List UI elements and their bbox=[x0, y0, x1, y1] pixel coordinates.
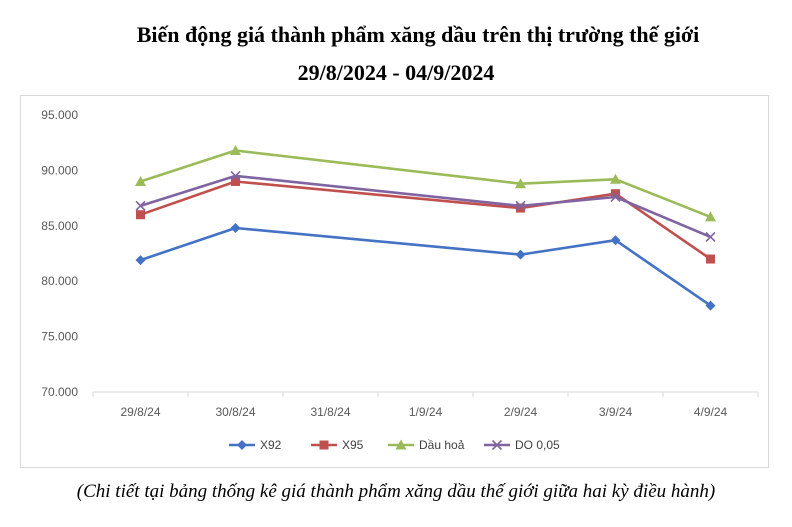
data-point-series-4 bbox=[705, 231, 716, 242]
legend-marker-2 bbox=[319, 440, 329, 450]
data-point-series-1 bbox=[610, 235, 621, 246]
legend-label: DO 0,05 bbox=[515, 438, 560, 452]
chart-subtitle-date-range: 29/8/2024 - 04/9/2024 bbox=[297, 60, 495, 85]
legend-label: X95 bbox=[342, 438, 364, 452]
data-point-series-3 bbox=[610, 173, 621, 184]
legend-marker-1 bbox=[237, 440, 247, 450]
data-point-series-1 bbox=[230, 223, 241, 234]
data-point-series-3 bbox=[515, 178, 526, 189]
x-tick-label: 2/9/24 bbox=[504, 405, 538, 419]
legend-marker-4 bbox=[491, 439, 503, 451]
legend-label: X92 bbox=[260, 438, 282, 452]
line-chart: 70.000 75.000 80.000 85.000 90.000 95.000 29/8… bbox=[41, 108, 759, 452]
chart-title: Biến động giá thành phẩm xăng dầu trên t… bbox=[136, 22, 700, 47]
data-point-series-4 bbox=[135, 200, 146, 211]
data-point-series-4 bbox=[230, 170, 241, 182]
data-point-series-4 bbox=[515, 200, 526, 211]
data-point-series-1 bbox=[135, 255, 146, 266]
data-point-series-2 bbox=[231, 176, 240, 186]
series-line-1 bbox=[140, 226, 712, 307]
data-point-series-2 bbox=[516, 203, 525, 213]
y-tick-label: 90.000 bbox=[41, 163, 78, 177]
chart-area: 70.000 75.000 80.000 85.000 90.000 95.000 29/8… bbox=[20, 95, 769, 468]
data-point-series-3 bbox=[230, 144, 241, 155]
legend-marker-3 bbox=[395, 439, 407, 450]
x-tick-label: 4/9/24 bbox=[694, 405, 728, 419]
y-tick-label: 80.000 bbox=[41, 274, 78, 288]
x-tick-label: 30/8/24 bbox=[215, 405, 255, 419]
data-point-series-2 bbox=[611, 189, 620, 199]
legend-label: Dầu hoả bbox=[419, 438, 465, 452]
x-tick-label: 31/8/24 bbox=[310, 405, 350, 419]
data-point-series-1 bbox=[705, 300, 716, 311]
data-point-series-3 bbox=[135, 175, 146, 186]
y-tick-label: 95.000 bbox=[41, 108, 78, 122]
chart-caption: (Chi tiết tại bảng thống kê giá thành ph… bbox=[76, 481, 716, 502]
x-tick-label: 29/8/24 bbox=[120, 405, 160, 419]
data-point-series-1 bbox=[515, 249, 526, 260]
y-tick-label: 70.000 bbox=[41, 385, 78, 399]
x-tick-label: 3/9/24 bbox=[599, 405, 633, 419]
x-tick-label: 1/9/24 bbox=[409, 405, 443, 419]
data-point-series-3 bbox=[705, 211, 716, 222]
y-tick-label: 85.000 bbox=[41, 219, 78, 233]
data-point-series-4 bbox=[610, 191, 621, 203]
data-point-series-2 bbox=[136, 210, 145, 220]
y-tick-label: 75.000 bbox=[41, 330, 78, 344]
data-point-series-2 bbox=[706, 254, 715, 264]
